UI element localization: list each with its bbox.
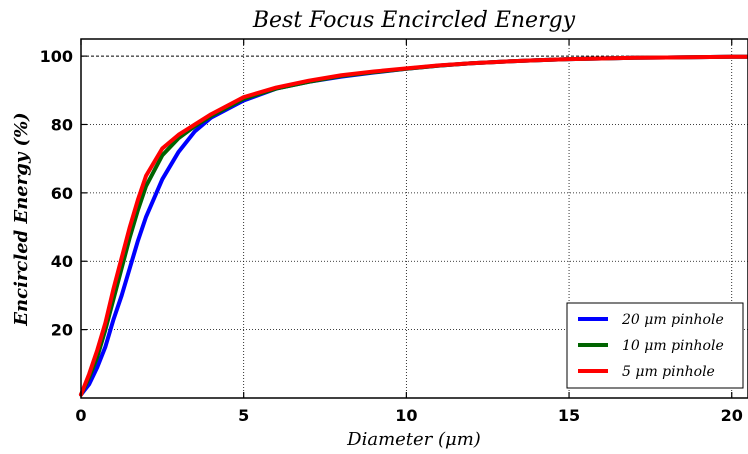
series-line-2 [79, 54, 748, 397]
x-tick-label: 5 [238, 406, 249, 425]
y-tick-label: 20 [51, 321, 73, 340]
x-tick-labels: 0 5 10 15 20 [75, 406, 742, 425]
y-tick-label: 40 [51, 252, 73, 271]
legend-label-1: 10 μm pinhole [622, 338, 724, 354]
legend-label-2: 5 μm pinhole [622, 364, 715, 380]
y-tick-label: 100 [40, 47, 73, 66]
x-tick-label: 0 [75, 406, 86, 425]
x-axis-label: Diameter (μm) [346, 429, 481, 450]
legend-label-0: 20 μm pinhole [621, 312, 724, 328]
series-lines [79, 54, 748, 397]
y-axis-label: Encircled Energy (%) [11, 112, 32, 326]
y-tick-label: 60 [51, 184, 73, 203]
legend: 20 μm pinhole 10 μm pinhole 5 μm pinhole [566, 302, 744, 389]
chart-title: Best Focus Encircled Energy [252, 8, 576, 33]
legend-items: 20 μm pinhole 10 μm pinhole 5 μm pinhole [578, 312, 724, 380]
y-tick-labels: 20 40 60 80 100 [40, 47, 73, 340]
x-tick-label: 20 [721, 406, 743, 425]
y-tick-label: 80 [51, 115, 73, 134]
x-tick-label: 10 [395, 406, 417, 425]
plot-frame [80, 38, 748, 399]
ticks [80, 39, 733, 398]
x-tick-label: 15 [558, 406, 580, 425]
